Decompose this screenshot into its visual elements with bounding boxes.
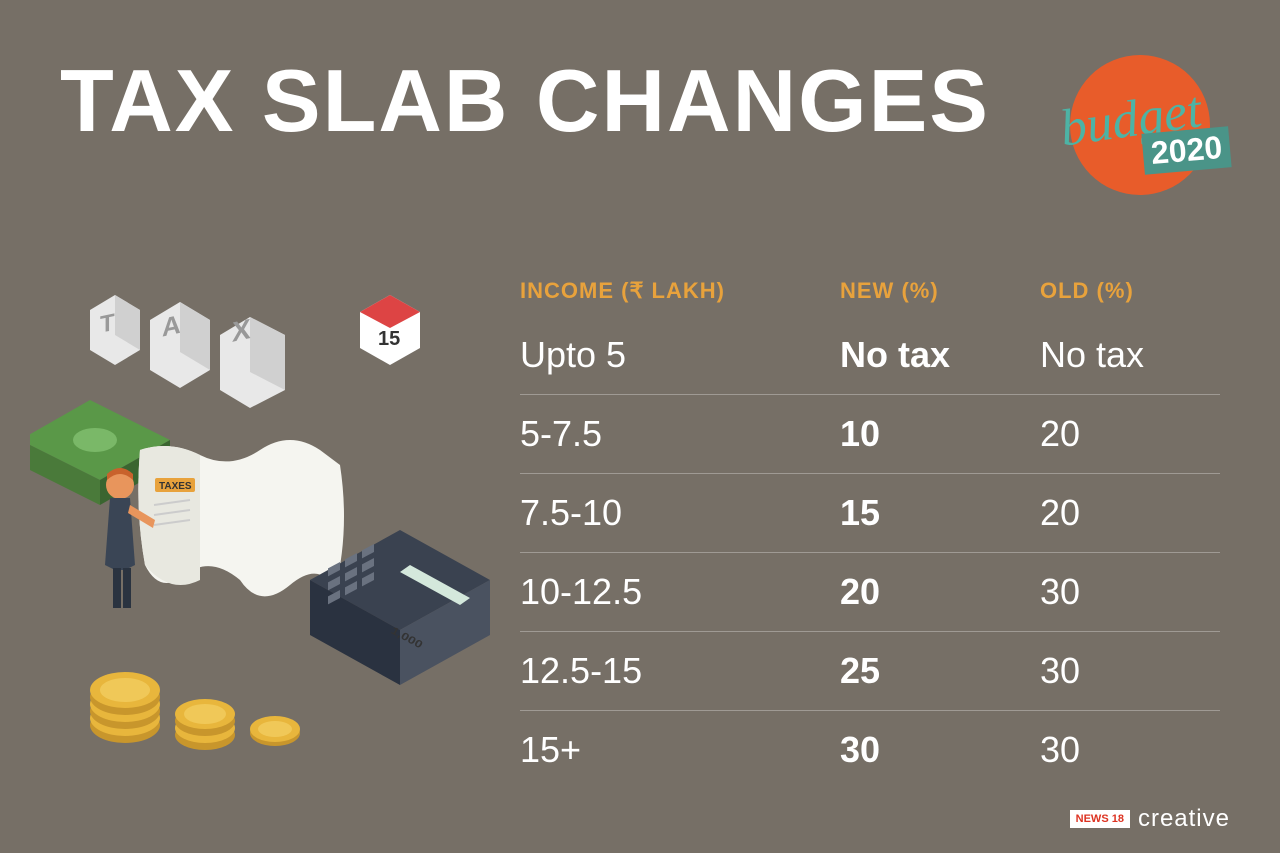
svg-text:A: A [162,309,181,343]
cell-new: 30 [840,729,1040,771]
table-header: INCOME (₹ LAKH) NEW (%) OLD (%) [520,260,1220,316]
svg-text:T: T [100,309,115,339]
page-title: TAX SLAB CHANGES [60,50,990,152]
cell-old: 20 [1040,492,1220,534]
cell-income: 5-7.5 [520,413,840,455]
svg-text:X: X [232,312,251,348]
table-row: 12.5-15 25 30 [520,632,1220,711]
tax-table: INCOME (₹ LAKH) NEW (%) OLD (%) Upto 5 N… [520,260,1220,789]
news-logo: NEWS 18 [1070,810,1130,828]
table-row: 10-12.5 20 30 [520,553,1220,632]
cell-new: 20 [840,571,1040,613]
col-old-header: OLD (%) [1040,278,1220,304]
cell-income: 10-12.5 [520,571,840,613]
cell-income: Upto 5 [520,334,840,376]
cell-old: No tax [1040,334,1220,376]
svg-text:TAXES: TAXES [159,481,192,492]
cell-old: 30 [1040,729,1220,771]
col-income-header: INCOME (₹ LAKH) [520,278,840,304]
svg-text:15: 15 [378,328,400,350]
cell-new: No tax [840,334,1040,376]
cell-old: 30 [1040,571,1220,613]
cell-new: 25 [840,650,1040,692]
cell-new: 10 [840,413,1040,455]
cell-income: 15+ [520,729,840,771]
budget-badge: budget 2020 [1050,50,1230,200]
cell-new: 15 [840,492,1040,534]
table-row: 7.5-10 15 20 [520,474,1220,553]
cell-old: 30 [1040,650,1220,692]
table-row: 15+ 30 30 [520,711,1220,789]
table-row: 5-7.5 10 20 [520,395,1220,474]
badge-year: 2020 [1141,126,1231,174]
cell-income: 7.5-10 [520,492,840,534]
cell-income: 12.5-15 [520,650,840,692]
col-new-header: NEW (%) [840,278,1040,304]
footer-brand: NEWS 18 creative [1070,805,1230,833]
creative-label: creative [1138,805,1230,833]
cell-old: 20 [1040,413,1220,455]
table-row: Upto 5 No tax No tax [520,316,1220,395]
tax-illustration: T A X 15 TAXES 1,000 [30,250,500,770]
